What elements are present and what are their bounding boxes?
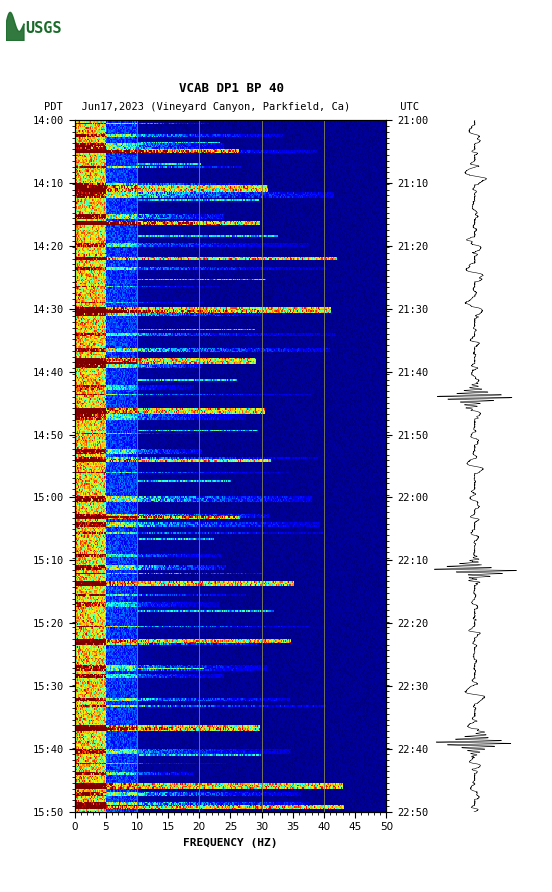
Text: PDT   Jun17,2023 (Vineyard Canyon, Parkfield, Ca)        UTC: PDT Jun17,2023 (Vineyard Canyon, Parkfie… — [44, 102, 420, 112]
X-axis label: FREQUENCY (HZ): FREQUENCY (HZ) — [183, 838, 278, 847]
Text: VCAB DP1 BP 40: VCAB DP1 BP 40 — [179, 82, 284, 95]
Text: USGS: USGS — [25, 21, 62, 37]
